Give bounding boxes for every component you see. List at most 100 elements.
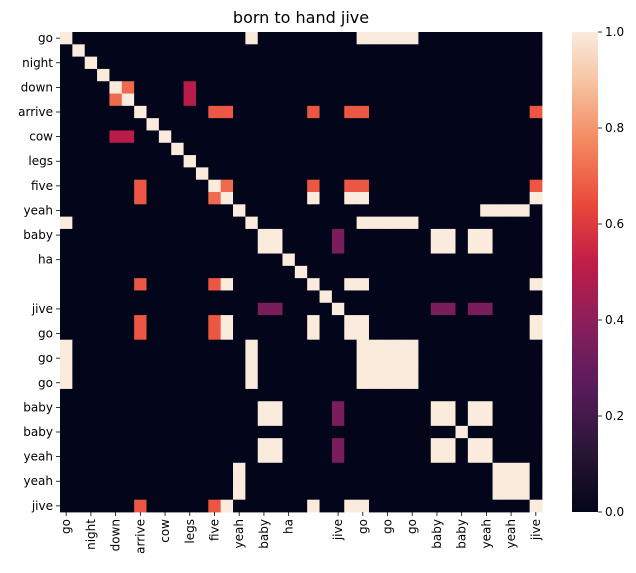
heatmap-cell (430, 388, 444, 402)
heatmap-cell (282, 462, 296, 476)
heatmap-cell (208, 105, 222, 119)
heatmap-cell (97, 142, 110, 156)
heatmap-cell (356, 167, 370, 181)
heatmap-cell (443, 68, 456, 82)
heatmap-cell (307, 450, 320, 464)
heatmap-cell (84, 413, 98, 427)
heatmap-cell (319, 265, 333, 279)
heatmap-cell (480, 192, 493, 205)
heatmap-cell (443, 499, 456, 513)
heatmap-cell (134, 425, 147, 439)
heatmap-cell (418, 376, 432, 390)
heatmap-cell (121, 339, 135, 353)
heatmap-cell (381, 155, 395, 168)
heatmap-cell (529, 241, 543, 254)
heatmap-cell (492, 68, 506, 82)
heatmap-cell (393, 438, 407, 451)
heatmap-cell (368, 142, 382, 156)
heatmap-cell (171, 118, 184, 131)
heatmap-cell (60, 376, 73, 390)
heatmap-cell (257, 499, 271, 513)
y-tick-label: yeah (24, 474, 53, 488)
heatmap-cell (146, 413, 160, 427)
heatmap-cell (430, 241, 444, 254)
heatmap-cell (467, 290, 481, 304)
heatmap-cell (467, 105, 481, 119)
heatmap-cell (492, 228, 506, 242)
heatmap-cell (443, 352, 456, 365)
heatmap-cell (195, 302, 209, 316)
x-axis: go night down arrive cow legs five yeah baby ha ji… (59, 512, 543, 554)
heatmap-cell (492, 44, 506, 58)
heatmap-cell (492, 32, 506, 45)
heatmap-cell (97, 56, 110, 70)
heatmap-cell (171, 315, 184, 328)
heatmap-cell (109, 475, 123, 488)
heatmap-cell (467, 450, 481, 464)
heatmap-cell (97, 118, 110, 131)
heatmap-cell (529, 265, 543, 279)
heatmap-cell (183, 376, 197, 390)
heatmap-cell (307, 327, 320, 341)
heatmap-cell (529, 315, 543, 328)
heatmap-cell (294, 118, 308, 131)
heatmap-cell (97, 438, 110, 451)
heatmap-cell (467, 228, 481, 242)
heatmap-cell (406, 462, 419, 476)
heatmap-cell (245, 192, 259, 205)
heatmap-cell (270, 253, 283, 267)
heatmap-cell (97, 425, 110, 439)
heatmap-cell (406, 155, 419, 168)
heatmap-cell (282, 241, 296, 254)
heatmap-cell (84, 81, 98, 94)
heatmap-cell (72, 32, 86, 45)
heatmap-cell (84, 265, 98, 279)
heatmap-cell (294, 278, 308, 291)
heatmap-cell (257, 364, 271, 378)
heatmap-cell (331, 130, 345, 144)
heatmap-cell (171, 401, 184, 414)
heatmap-cell (158, 376, 172, 390)
heatmap-cell (492, 290, 506, 304)
heatmap-cell (504, 81, 518, 94)
heatmap-cell (430, 192, 444, 205)
heatmap-cell (344, 130, 358, 144)
heatmap-cell (220, 475, 234, 488)
heatmap-cell (233, 253, 246, 267)
heatmap-cell (430, 487, 444, 501)
heatmap-cell (121, 487, 135, 501)
heatmap-cell (233, 278, 246, 291)
heatmap-cell (109, 167, 123, 181)
heatmap-cell (233, 376, 246, 390)
heatmap-cell (307, 462, 320, 476)
heatmap-cell (171, 216, 184, 230)
heatmap-cell (294, 68, 308, 82)
heatmap-cell (480, 450, 493, 464)
x-tick-label: night (84, 519, 98, 550)
heatmap-cell (282, 216, 296, 230)
heatmap-cell (294, 216, 308, 230)
heatmap-cell (356, 56, 370, 70)
heatmap-cell (171, 302, 184, 316)
heatmap-cell (368, 376, 382, 390)
heatmap-cell (319, 401, 333, 414)
heatmap-cell (430, 216, 444, 230)
heatmap-cell (270, 364, 283, 378)
heatmap-cell (504, 118, 518, 131)
heatmap-cell (121, 155, 135, 168)
heatmap-cell (480, 142, 493, 156)
heatmap-cell (134, 93, 147, 107)
heatmap-cell (529, 327, 543, 341)
heatmap-cell (220, 438, 234, 451)
heatmap-cell (60, 352, 73, 365)
heatmap-cell (480, 462, 493, 476)
heatmap-cell (504, 56, 518, 70)
heatmap-cell (121, 413, 135, 427)
heatmap-cell (220, 253, 234, 267)
heatmap-cell (195, 32, 209, 45)
heatmap-cell (455, 167, 469, 181)
heatmap-cell (517, 438, 531, 451)
heatmap-cell (171, 81, 184, 94)
heatmap-cell (307, 105, 320, 119)
heatmap-cell (257, 388, 271, 402)
